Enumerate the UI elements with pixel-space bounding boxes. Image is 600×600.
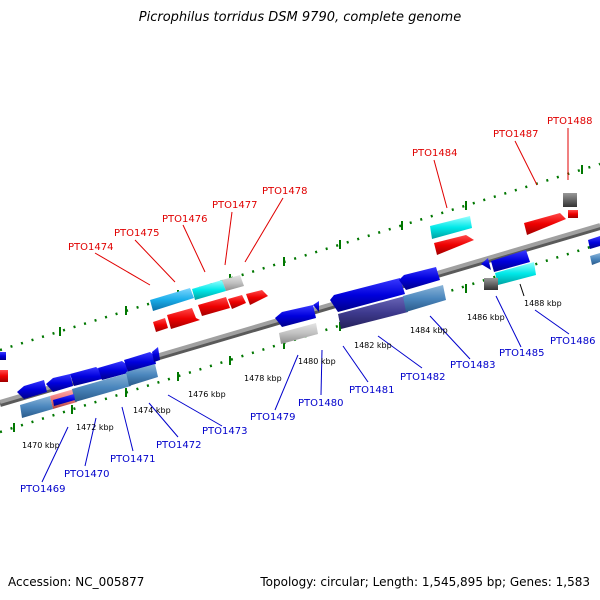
gene-PTO1470-arrow[interactable]	[46, 374, 73, 392]
label-PTO1479[interactable]: PTO1479	[250, 412, 295, 423]
label-PTO1488[interactable]: PTO1488	[547, 116, 592, 127]
kbp-leaders	[519, 283, 525, 297]
label-PTO1469[interactable]: PTO1469	[20, 484, 65, 495]
kbp-label-1478: 1478 kbp	[244, 374, 282, 383]
gene-edge-blue[interactable]	[0, 352, 6, 360]
gene-PTO1479-arrow[interactable]	[275, 305, 316, 327]
label-PTO1477[interactable]: PTO1477	[212, 200, 257, 211]
gene-PTO1479-tip[interactable]	[313, 301, 319, 312]
gene-PTO1476-red[interactable]	[198, 297, 230, 316]
gene-red-a[interactable]	[153, 318, 168, 332]
gene-edge-right-blue[interactable]	[588, 236, 600, 249]
label-PTO1474[interactable]: PTO1474	[68, 242, 113, 253]
label-PTO1475[interactable]: PTO1475	[114, 228, 159, 239]
gene-PTO1472[interactable]	[126, 364, 158, 386]
gene-PTO1470-blue[interactable]	[53, 394, 75, 406]
label-PTO1470[interactable]: PTO1470	[64, 469, 109, 480]
gene-PTO1485[interactable]	[495, 262, 536, 285]
gene-PTO1469[interactable]	[20, 396, 53, 418]
gene-PTO1474[interactable]	[150, 288, 194, 311]
gene-PTO1473-arrow[interactable]	[124, 352, 156, 372]
label-PTO1483[interactable]: PTO1483	[450, 360, 495, 371]
gene-small-arrow[interactable]	[152, 347, 160, 362]
gene-PTO1471-arrow[interactable]	[70, 367, 102, 386]
kbp-label-1472: 1472 kbp	[76, 423, 114, 432]
gene-PTO1477-red[interactable]	[228, 295, 246, 309]
label-PTO1484[interactable]: PTO1484	[412, 148, 457, 159]
reverse-gene-labels: PTO1469 PTO1470 PTO1471 PTO1472 PTO1473 …	[20, 336, 595, 495]
label-PTO1487[interactable]: PTO1487	[493, 129, 538, 140]
kbp-label-1486: 1486 kbp	[467, 313, 505, 322]
label-PTO1481[interactable]: PTO1481	[349, 385, 394, 396]
label-PTO1473[interactable]: PTO1473	[202, 426, 247, 437]
gene-PTO1484-cyan[interactable]	[430, 216, 472, 239]
gene-PTO1483[interactable]	[403, 285, 446, 312]
kbp-label-1484: 1484 kbp	[410, 326, 448, 335]
kbp-label-1488: 1488 kbp	[524, 299, 562, 308]
label-PTO1476[interactable]: PTO1476	[162, 214, 207, 225]
gene-PTO1485-tip[interactable]	[481, 258, 491, 270]
label-PTO1478[interactable]: PTO1478	[262, 186, 307, 197]
reverse-strand-genes	[17, 236, 600, 418]
gene-PTO1486-gray[interactable]	[484, 278, 498, 290]
gene-PTO1487[interactable]	[524, 213, 566, 235]
label-PTO1480[interactable]: PTO1480	[298, 398, 343, 409]
kbp-label-1482: 1482 kbp	[354, 341, 392, 350]
gene-PTO1475[interactable]	[192, 280, 226, 300]
gene-PTO1482-arrow[interactable]	[399, 267, 440, 290]
kbp-label-1470: 1470 kbp	[22, 441, 60, 450]
reverse-label-leaders	[41, 295, 570, 483]
gene-PTO1484[interactable]	[434, 235, 474, 255]
forward-strand-genes	[0, 193, 578, 382]
forward-label-leaders	[94, 128, 569, 286]
gene-edge-right-steel[interactable]	[590, 253, 600, 265]
gene-PTO1488[interactable]	[563, 193, 577, 207]
gene-PTO1485-arrow[interactable]	[491, 250, 530, 272]
genome-info-text: Topology: circular; Length: 1,545,895 bp…	[260, 575, 590, 589]
kbp-label-1476: 1476 kbp	[188, 390, 226, 399]
label-PTO1486[interactable]: PTO1486	[550, 336, 595, 347]
accession-text: Accession: NC_005877	[8, 575, 145, 589]
gene-PTO1481-arrow[interactable]	[330, 278, 405, 312]
gene-PTO1471[interactable]	[72, 373, 131, 402]
gene-PTO1488-red[interactable]	[568, 210, 578, 218]
map-title: Picrophilus torridus DSM 9790, complete …	[138, 10, 462, 25]
kbp-scale-labels: 1470 kbp 1472 kbp 1474 kbp 1476 kbp 1478…	[22, 299, 562, 450]
gene-PTO1469-arrow[interactable]	[17, 380, 47, 399]
gene-PTO1481[interactable]	[338, 296, 408, 329]
label-PTO1482[interactable]: PTO1482	[400, 372, 445, 383]
kbp-label-1474: 1474 kbp	[133, 406, 171, 415]
gene-PTO1476[interactable]	[222, 275, 244, 291]
gene-PTO1478[interactable]	[246, 290, 268, 305]
gene-PTO1479[interactable]	[279, 323, 318, 344]
gene-PTO1475-red[interactable]	[167, 308, 200, 329]
gene-PTO1472-arrow[interactable]	[98, 361, 128, 380]
label-PTO1485[interactable]: PTO1485	[499, 348, 544, 359]
forward-gene-labels: PTO1474 PTO1475 PTO1476 PTO1477 PTO1478 …	[68, 116, 592, 253]
gene-edge-red[interactable]	[0, 370, 8, 382]
kbp-label-1480: 1480 kbp	[298, 357, 336, 366]
label-PTO1472[interactable]: PTO1472	[156, 440, 201, 451]
label-PTO1471[interactable]: PTO1471	[110, 454, 155, 465]
